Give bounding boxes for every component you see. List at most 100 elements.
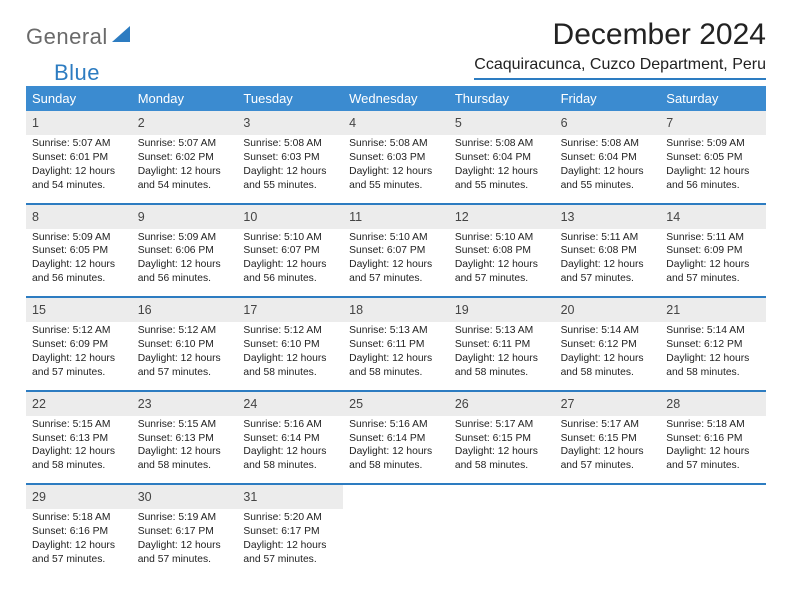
calendar-cell: 9Sunrise: 5:09 AMSunset: 6:06 PMDaylight… — [132, 205, 238, 297]
sunset-line: Sunset: 6:13 PM — [138, 432, 232, 446]
sunset-line: Sunset: 6:05 PM — [666, 151, 760, 165]
calendar-cell — [449, 485, 555, 577]
calendar-cell: 17Sunrise: 5:12 AMSunset: 6:10 PMDayligh… — [237, 298, 343, 390]
daylight-line: Daylight: 12 hours and 58 minutes. — [349, 445, 443, 473]
day-number: 24 — [243, 397, 257, 411]
day-number-row: 26 — [449, 392, 555, 416]
day-number: 30 — [138, 490, 152, 504]
day-details: Sunrise: 5:11 AMSunset: 6:08 PMDaylight:… — [555, 229, 661, 287]
sunset-line: Sunset: 6:05 PM — [32, 244, 126, 258]
calendar-cell: 29Sunrise: 5:18 AMSunset: 6:16 PMDayligh… — [26, 485, 132, 577]
daylight-line: Daylight: 12 hours and 58 minutes. — [561, 352, 655, 380]
daylight-line: Daylight: 12 hours and 57 minutes. — [561, 258, 655, 286]
sunrise-line: Sunrise: 5:12 AM — [138, 324, 232, 338]
day-details: Sunrise: 5:15 AMSunset: 6:13 PMDaylight:… — [132, 416, 238, 474]
daylight-line: Daylight: 12 hours and 57 minutes. — [138, 539, 232, 567]
calendar-cell: 4Sunrise: 5:08 AMSunset: 6:03 PMDaylight… — [343, 111, 449, 203]
title-block: December 2024 Ccaquiracunca, Cuzco Depar… — [474, 18, 766, 80]
calendar-cell: 14Sunrise: 5:11 AMSunset: 6:09 PMDayligh… — [660, 205, 766, 297]
calendar-cell: 18Sunrise: 5:13 AMSunset: 6:11 PMDayligh… — [343, 298, 449, 390]
calendar-cell: 5Sunrise: 5:08 AMSunset: 6:04 PMDaylight… — [449, 111, 555, 203]
daylight-line: Daylight: 12 hours and 55 minutes. — [455, 165, 549, 193]
calendar-cell: 8 Sunrise: 5:09 AMSunset: 6:05 PMDaylight… — [26, 205, 132, 297]
day-number-row: 9 — [132, 205, 238, 229]
sunset-line: Sunset: 6:08 PM — [455, 244, 549, 258]
calendar-cell: 7Sunrise: 5:09 AMSunset: 6:05 PMDaylight… — [660, 111, 766, 203]
day-number: 21 — [666, 303, 680, 317]
sunset-line: Sunset: 6:09 PM — [666, 244, 760, 258]
calendar-grid: Sunday Monday Tuesday Wednesday Thursday… — [26, 86, 766, 577]
calendar-cell: 3Sunrise: 5:08 AMSunset: 6:03 PMDaylight… — [237, 111, 343, 203]
sunrise-line: Sunrise: 5:17 AM — [561, 418, 655, 432]
day-details: Sunrise: 5:18 AMSunset: 6:16 PMDaylight:… — [660, 416, 766, 474]
sunrise-line: Sunrise: 5:19 AM — [138, 511, 232, 525]
daylight-line: Daylight: 12 hours and 55 minutes. — [243, 165, 337, 193]
day-number-row: 4 — [343, 111, 449, 135]
day-number: 2 — [138, 116, 145, 130]
calendar-cell: 28 Sunrise: 5:18 AMSunset: 6:16 PMDayligh… — [660, 392, 766, 484]
page-title: December 2024 — [474, 18, 766, 52]
calendar-cell: 31Sunrise: 5:20 AMSunset: 6:17 PMDayligh… — [237, 485, 343, 577]
sunset-line: Sunset: 6:15 PM — [561, 432, 655, 446]
sunrise-line: Sunrise: 5:08 AM — [561, 137, 655, 151]
calendar-cell: 24Sunrise: 5:16 AMSunset: 6:14 PMDayligh… — [237, 392, 343, 484]
day-number: 13 — [561, 210, 575, 224]
sunrise-line: Sunrise: 5:10 AM — [455, 231, 549, 245]
sunset-line: Sunset: 6:06 PM — [138, 244, 232, 258]
calendar-week: 22 Sunrise: 5:15 AMSunset: 6:13 PMDayligh… — [26, 392, 766, 486]
day-number-row: 19 — [449, 298, 555, 322]
sunset-line: Sunset: 6:04 PM — [455, 151, 549, 165]
sunset-line: Sunset: 6:16 PM — [32, 525, 126, 539]
day-details: Sunrise: 5:08 AMSunset: 6:04 PMDaylight:… — [555, 135, 661, 193]
sunset-line: Sunset: 6:13 PM — [32, 432, 126, 446]
sunset-line: Sunset: 6:11 PM — [455, 338, 549, 352]
day-number: 1 — [32, 116, 39, 130]
day-number-row: 7 — [660, 111, 766, 135]
calendar-cell — [555, 485, 661, 577]
day-details: Sunrise: 5:07 AMSunset: 6:02 PMDaylight:… — [132, 135, 238, 193]
sunrise-line: Sunrise: 5:18 AM — [32, 511, 126, 525]
day-number: 28 — [666, 397, 680, 411]
day-number: 11 — [349, 210, 362, 224]
day-details: Sunrise: 5:07 AMSunset: 6:01 PMDaylight:… — [26, 135, 132, 193]
daylight-line: Daylight: 12 hours and 58 minutes. — [138, 445, 232, 473]
day-details: Sunrise: 5:09 AMSunset: 6:05 PMDaylight:… — [26, 229, 132, 287]
sunset-line: Sunset: 6:17 PM — [138, 525, 232, 539]
sunrise-line: Sunrise: 5:14 AM — [561, 324, 655, 338]
day-number-row: 18 — [343, 298, 449, 322]
calendar-week: 1 Sunrise: 5:07 AMSunset: 6:01 PMDaylight… — [26, 111, 766, 205]
weekday-header-row: Sunday Monday Tuesday Wednesday Thursday… — [26, 86, 766, 111]
calendar-cell — [660, 485, 766, 577]
sunrise-line: Sunrise: 5:13 AM — [349, 324, 443, 338]
location-subtitle: Ccaquiracunca, Cuzco Department, Peru — [474, 56, 766, 80]
sunrise-line: Sunrise: 5:18 AM — [666, 418, 760, 432]
sunrise-line: Sunrise: 5:16 AM — [349, 418, 443, 432]
sunset-line: Sunset: 6:09 PM — [32, 338, 126, 352]
calendar-cell: 23Sunrise: 5:15 AMSunset: 6:13 PMDayligh… — [132, 392, 238, 484]
day-number-row: 6 — [555, 111, 661, 135]
day-number: 22 — [32, 397, 46, 411]
sunset-line: Sunset: 6:08 PM — [561, 244, 655, 258]
day-number-row: 30 — [132, 485, 238, 509]
calendar-cell: 2 Sunrise: 5:07 AMSunset: 6:02 PMDaylight… — [132, 111, 238, 203]
daylight-line: Daylight: 12 hours and 57 minutes. — [243, 539, 337, 567]
day-details: Sunrise: 5:13 AMSunset: 6:11 PMDaylight:… — [343, 322, 449, 380]
sunset-line: Sunset: 6:11 PM — [349, 338, 443, 352]
calendar-cell: 16Sunrise: 5:12 AMSunset: 6:10 PMDayligh… — [132, 298, 238, 390]
day-details: Sunrise: 5:13 AMSunset: 6:11 PMDaylight:… — [449, 322, 555, 380]
weekday-header: Tuesday — [237, 86, 343, 111]
daylight-line: Daylight: 12 hours and 54 minutes. — [32, 165, 126, 193]
sunset-line: Sunset: 6:12 PM — [666, 338, 760, 352]
day-details: Sunrise: 5:08 AMSunset: 6:03 PMDaylight:… — [343, 135, 449, 193]
day-number: 8 — [32, 210, 39, 224]
sunrise-line: Sunrise: 5:20 AM — [243, 511, 337, 525]
calendar-page: General December 2024 Ccaquiracunca, Cuz… — [0, 0, 792, 595]
day-details: Sunrise: 5:12 AMSunset: 6:10 PMDaylight:… — [132, 322, 238, 380]
day-number: 7 — [666, 116, 673, 130]
day-details: Sunrise: 5:16 AMSunset: 6:14 PMDaylight:… — [343, 416, 449, 474]
calendar-cell: 12Sunrise: 5:10 AMSunset: 6:08 PMDayligh… — [449, 205, 555, 297]
day-details: Sunrise: 5:18 AMSunset: 6:16 PMDaylight:… — [26, 509, 132, 567]
calendar-cell: 15Sunrise: 5:12 AMSunset: 6:09 PMDayligh… — [26, 298, 132, 390]
calendar-week: 8 Sunrise: 5:09 AMSunset: 6:05 PMDaylight… — [26, 205, 766, 299]
day-number-row: 28 — [660, 392, 766, 416]
